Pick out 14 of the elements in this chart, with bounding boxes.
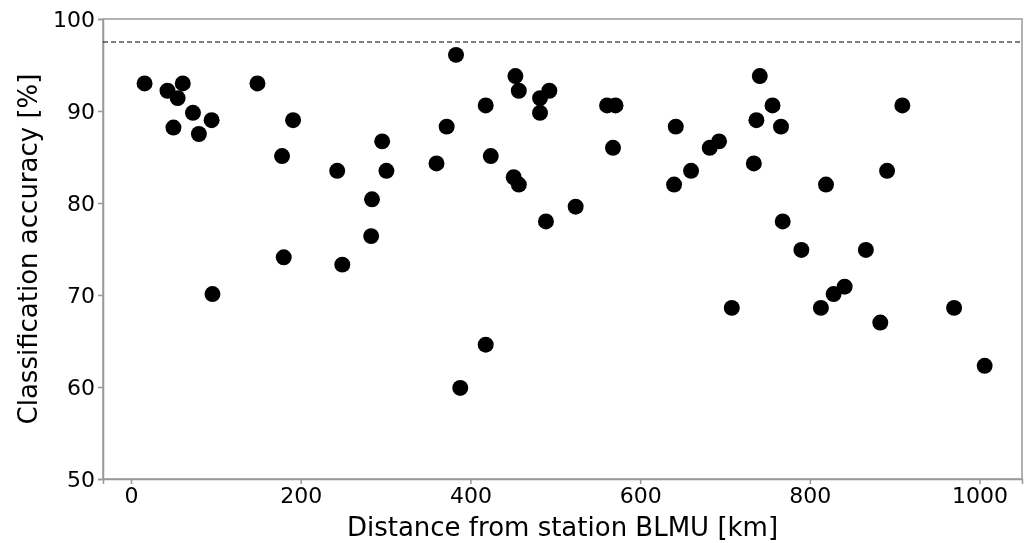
y-tick-label: 80 xyxy=(67,190,95,216)
x-tick-label: 0 xyxy=(124,482,139,508)
x-axis-title: Distance from station BLMU [km] xyxy=(346,512,779,542)
y-tick-label: 50 xyxy=(67,466,95,492)
x-tick-label: 600 xyxy=(619,482,662,508)
y-tick-label: 60 xyxy=(67,374,95,400)
y-tick-label: 70 xyxy=(67,282,95,308)
y-tick-label: 100 xyxy=(53,6,95,32)
x-tick-label: 800 xyxy=(789,482,832,508)
y-tick-label: 90 xyxy=(67,98,95,124)
x-tick-label: 1000 xyxy=(952,482,1009,508)
x-tick-label: 400 xyxy=(449,482,492,508)
y-axis-title: Classification accuracy [%] xyxy=(13,73,43,425)
x-tick-label: 200 xyxy=(280,482,323,508)
